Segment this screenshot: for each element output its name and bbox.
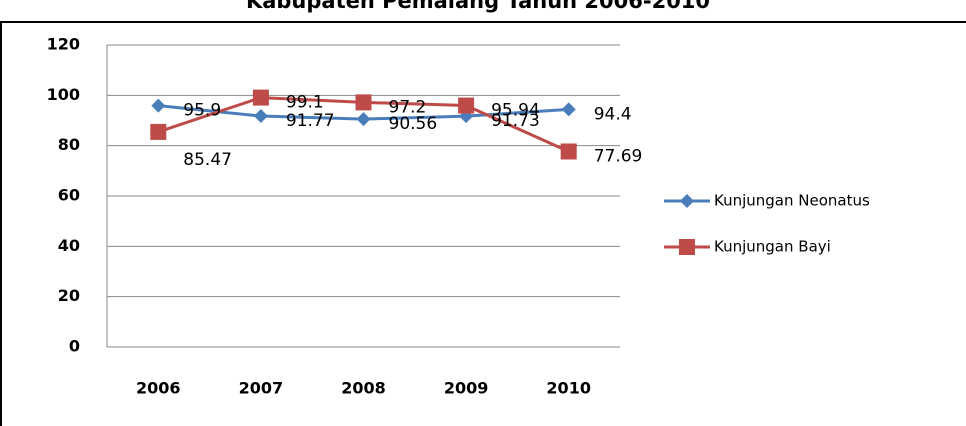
y-tick-label: 40 (58, 236, 80, 255)
data-label: 91.73 (491, 111, 540, 131)
y-tick-label: 60 (58, 186, 80, 205)
legend-label: Kunjungan Neonatus (714, 192, 870, 210)
data-label: 97.2 (389, 97, 427, 117)
y-tick-label: 80 (58, 135, 80, 154)
y-tick-label: 120 (47, 35, 80, 54)
x-tick-label: 2006 (136, 379, 181, 398)
data-label: 94.4 (594, 104, 632, 124)
marker (680, 194, 694, 208)
marker (150, 123, 167, 140)
marker (561, 102, 576, 117)
data-label: 91.77 (286, 111, 335, 131)
marker (356, 112, 371, 127)
x-tick-label: 2008 (341, 379, 386, 398)
data-label: 99.1 (286, 93, 324, 113)
marker (458, 97, 475, 114)
data-label: 95.94 (491, 101, 540, 121)
y-tick-label: 100 (47, 85, 80, 104)
x-tick-label: 2010 (546, 379, 591, 398)
marker (560, 143, 577, 160)
x-tick-label: 2007 (239, 379, 284, 398)
data-label: 90.56 (389, 114, 438, 134)
data-label: 95.9 (183, 101, 221, 121)
marker (679, 239, 695, 255)
marker (253, 109, 268, 124)
data-label: 85.47 (183, 150, 232, 170)
data-label: 77.69 (594, 146, 643, 166)
x-tick-label: 2009 (444, 379, 489, 398)
y-tick-label: 0 (69, 337, 80, 356)
marker (252, 89, 269, 106)
chart-title: Kabupaten Pemalang Tahun 2006-2010 (246, 0, 710, 13)
y-tick-label: 20 (58, 286, 80, 305)
marker (151, 98, 166, 113)
marker (355, 94, 372, 111)
legend-label: Kunjungan Bayi (714, 238, 831, 256)
